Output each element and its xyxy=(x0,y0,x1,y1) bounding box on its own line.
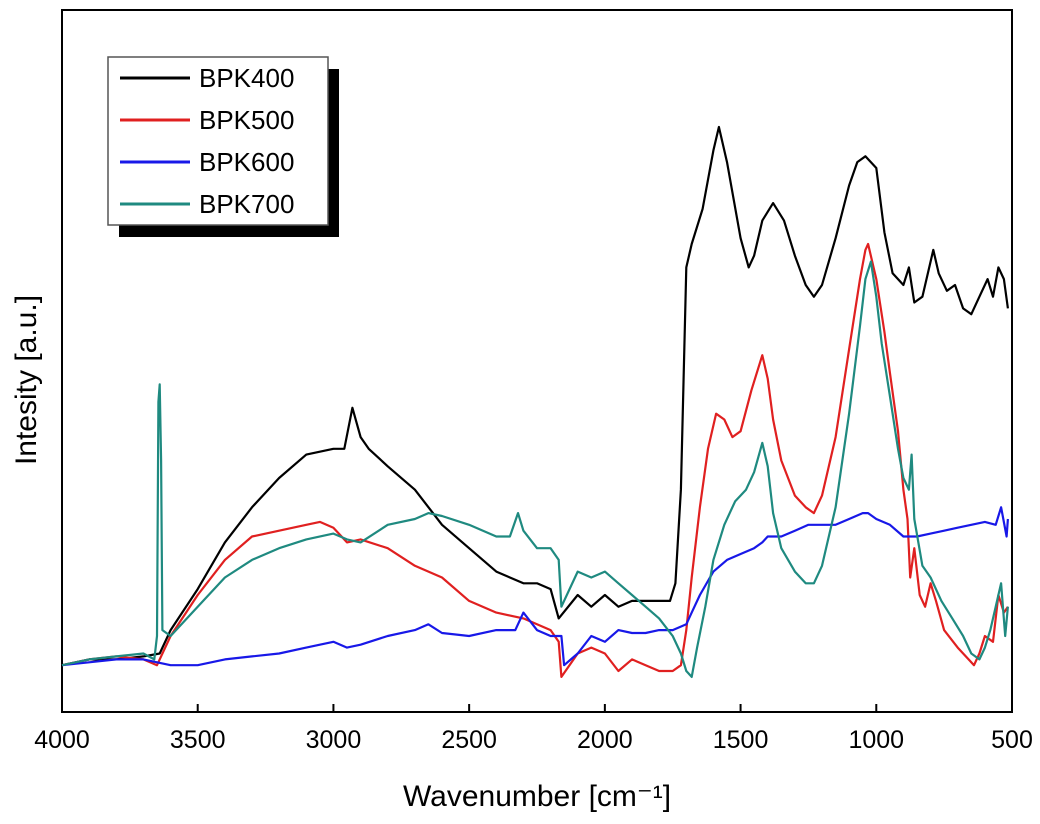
plot-frame xyxy=(61,9,1013,713)
series-line-bpk700 xyxy=(61,260,1009,679)
x-tick-label: 2000 xyxy=(577,726,633,754)
x-tick-label: 1000 xyxy=(848,726,904,754)
x-tick-label: 3000 xyxy=(306,726,362,754)
legend-items: BPK400 BPK500 BPK600 BPK700 xyxy=(120,63,294,219)
legend-label-bpk700: BPK700 xyxy=(199,189,294,219)
legend-label-bpk400: BPK400 xyxy=(199,63,294,93)
legend-box xyxy=(107,56,329,226)
legend-label-bpk600: BPK600 xyxy=(199,147,294,177)
series-line-bpk500 xyxy=(61,242,1009,679)
x-tick-label: 500 xyxy=(991,726,1033,754)
series-line-bpk600 xyxy=(61,506,1009,667)
x-tick-label: 2500 xyxy=(441,726,497,754)
x-tick-label: 4000 xyxy=(34,726,90,754)
x-tick-label: 3500 xyxy=(170,726,226,754)
x-axis-title: Wavenumber [cm⁻¹] xyxy=(403,780,671,813)
x-axis-ticks: 4000 3500 3000 2500 2000 1500 1000 500 xyxy=(34,704,1033,754)
x-tick-label: 1500 xyxy=(713,726,769,754)
y-axis-title: Intesity [a.u.] xyxy=(10,295,43,465)
series-line-bpk400 xyxy=(61,125,1009,667)
legend-label-bpk500: BPK500 xyxy=(199,105,294,135)
series-layer xyxy=(61,125,1009,679)
legend: BPK400 BPK500 BPK600 BPK700 xyxy=(107,56,339,237)
